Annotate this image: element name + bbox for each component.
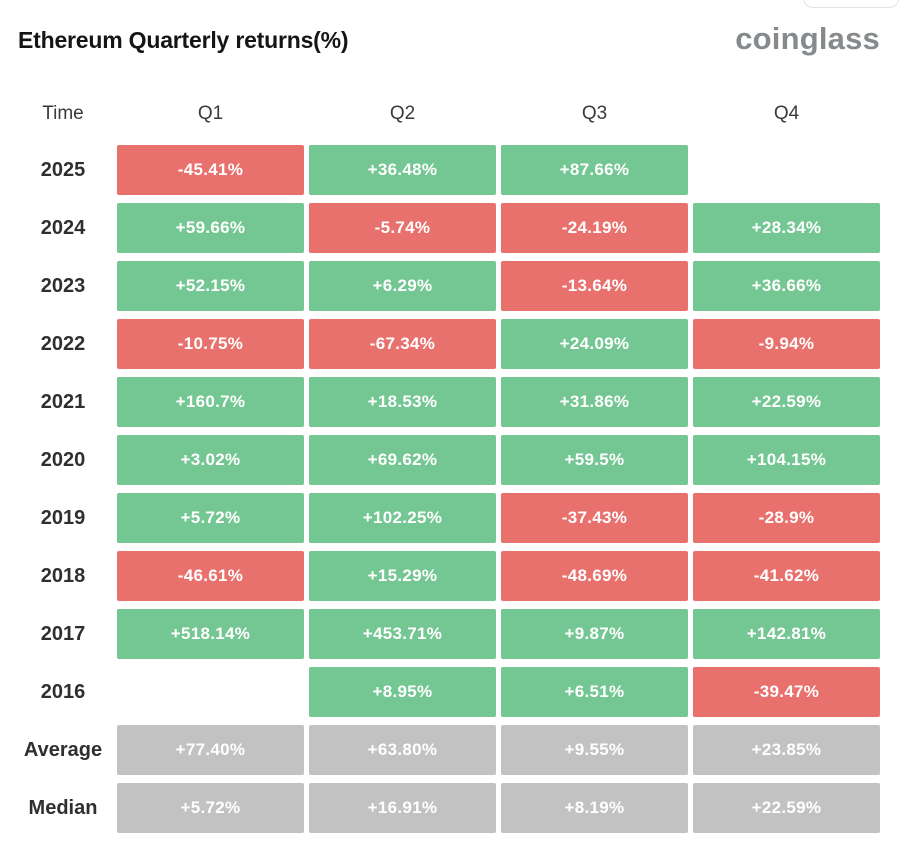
table-header-row: Time Q1 Q2 Q3 Q4 [14,95,900,133]
value-cell: +24.09% [501,319,688,369]
row-label: 2018 [40,564,86,587]
value-cell: -10.75% [117,319,304,369]
table-row: Median +5.72% +16.91% +8.19% +22.59% [14,783,900,833]
value-cell: +16.91% [309,783,496,833]
value-cell: +9.55% [501,725,688,775]
cutoff-button[interactable] [803,0,899,8]
page-title: Ethereum Quarterly returns(%) [18,27,349,53]
quarter-column-header: Q4 [773,103,800,124]
value-cell: -41.62% [693,551,880,601]
table-row: 2020 +3.02% +69.62% +59.5% +104.15% [14,435,900,485]
value-cell: -46.61% [117,551,304,601]
value-cell: +87.66% [501,145,688,195]
value-cell: +3.02% [117,435,304,485]
value-cell: -45.41% [117,145,304,195]
value-cell: -5.74% [309,203,496,253]
value-cell: -28.9% [693,493,880,543]
row-label: 2022 [40,332,86,355]
quarter-column-header: Q2 [389,103,416,124]
row-label: Average [23,738,103,761]
value-cell: +36.66% [693,261,880,311]
row-label: Median [28,796,98,819]
value-cell: +518.14% [117,609,304,659]
value-cell: +8.19% [501,783,688,833]
row-label: 2023 [40,274,86,297]
value-cell: -37.43% [501,493,688,543]
table-body: 2025 -45.41% +36.48% +87.66% 2024 +59.66% -5.7… [14,145,900,833]
value-cell: +102.25% [309,493,496,543]
row-label: 2025 [40,158,86,181]
returns-table: Time Q1 Q2 Q3 Q4 2025 -45.41% +36.48% +87.66% 20… [14,95,900,833]
value-cell: -9.94% [693,319,880,369]
value-cell: +160.7% [117,377,304,427]
value-cell: +36.48% [309,145,496,195]
value-cell: +8.95% [309,667,496,717]
value-cell: +6.29% [309,261,496,311]
row-label: 2016 [40,680,86,703]
row-label: 2019 [40,506,86,529]
time-column-header: Time [42,103,84,124]
row-label: 2024 [40,216,86,239]
quarter-column-header: Q3 [581,103,608,124]
value-cell: +142.81% [693,609,880,659]
table-row: 2022 -10.75% -67.34% +24.09% -9.94% [14,319,900,369]
empty-cell [693,145,880,195]
table-row: 2021 +160.7% +18.53% +31.86% +22.59% [14,377,900,427]
value-cell: +6.51% [501,667,688,717]
value-cell: +18.53% [309,377,496,427]
value-cell: +15.29% [309,551,496,601]
value-cell: +63.80% [309,725,496,775]
value-cell: +59.5% [501,435,688,485]
value-cell: +31.86% [501,377,688,427]
value-cell: +5.72% [117,783,304,833]
quarter-column-header: Q1 [197,103,224,124]
value-cell: -13.64% [501,261,688,311]
value-cell: -24.19% [501,203,688,253]
value-cell: +5.72% [117,493,304,543]
table-row: 2016 +8.95% +6.51% -39.47% [14,667,900,717]
value-cell: +23.85% [693,725,880,775]
page-header: Ethereum Quarterly returns(%) coinglass [0,0,900,55]
table-row: 2025 -45.41% +36.48% +87.66% [14,145,900,195]
table-row: 2024 +59.66% -5.74% -24.19% +28.34% [14,203,900,253]
value-cell: +28.34% [693,203,880,253]
table-row: 2018 -46.61% +15.29% -48.69% -41.62% [14,551,900,601]
table-row: 2019 +5.72% +102.25% -37.43% -28.9% [14,493,900,543]
value-cell: -39.47% [693,667,880,717]
row-label: 2017 [40,622,86,645]
value-cell: +22.59% [693,377,880,427]
table-row: 2023 +52.15% +6.29% -13.64% +36.66% [14,261,900,311]
value-cell: +453.71% [309,609,496,659]
value-cell: +69.62% [309,435,496,485]
table-row: 2017 +518.14% +453.71% +9.87% +142.81% [14,609,900,659]
value-cell: +52.15% [117,261,304,311]
value-cell: +22.59% [693,783,880,833]
row-label: 2020 [40,448,86,471]
table-row: Average +77.40% +63.80% +9.55% +23.85% [14,725,900,775]
value-cell: +104.15% [693,435,880,485]
empty-cell [117,667,304,717]
value-cell: +77.40% [117,725,304,775]
value-cell: +9.87% [501,609,688,659]
value-cell: +59.66% [117,203,304,253]
coinglass-logo: coinglass [735,21,880,56]
row-label: 2021 [40,390,86,413]
value-cell: -48.69% [501,551,688,601]
value-cell: -67.34% [309,319,496,369]
